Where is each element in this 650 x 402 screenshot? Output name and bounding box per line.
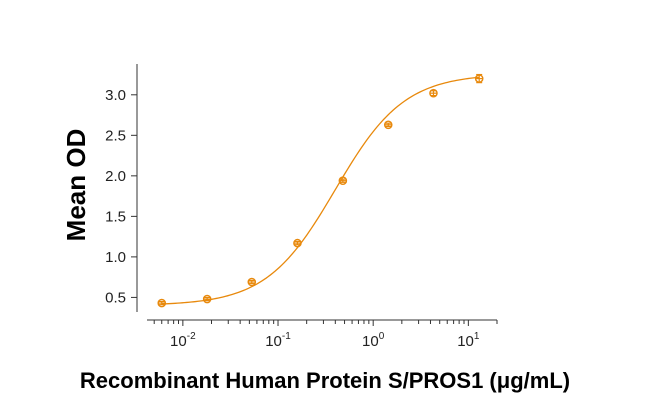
y-tick-label: 3.0 (105, 87, 126, 104)
data-points (157, 73, 484, 308)
axes (136, 64, 497, 321)
x-tick-label: 100 (362, 331, 385, 350)
data-point (202, 294, 212, 304)
data-point (293, 238, 302, 248)
y-tick-label: 1.5 (105, 208, 126, 225)
y-ticks: 0.5 1.0 1.5 2.0 2.5 3.0 (105, 87, 137, 306)
y-axis-title: Mean OD (61, 129, 91, 242)
y-tick-label: 2.0 (105, 168, 126, 185)
data-point (429, 88, 438, 98)
data-point (383, 120, 393, 130)
y-tick-label: 0.5 (105, 289, 126, 306)
x-axis-title: Recombinant Human Protein S/PROS1 (μg/mL… (80, 368, 570, 393)
x-tick-label: 10-2 (170, 331, 196, 350)
data-point (338, 176, 348, 186)
x-tick-label: 10-1 (265, 331, 291, 350)
fit-curve (161, 76, 480, 305)
data-point (157, 298, 167, 308)
y-tick-label: 2.5 (105, 127, 126, 144)
x-tick-label: 101 (457, 331, 480, 350)
x-ticks: 10-2 10-1 100 101 (153, 320, 498, 350)
data-point (474, 73, 484, 84)
y-tick-label: 1.0 (105, 249, 126, 266)
data-point (247, 277, 257, 287)
